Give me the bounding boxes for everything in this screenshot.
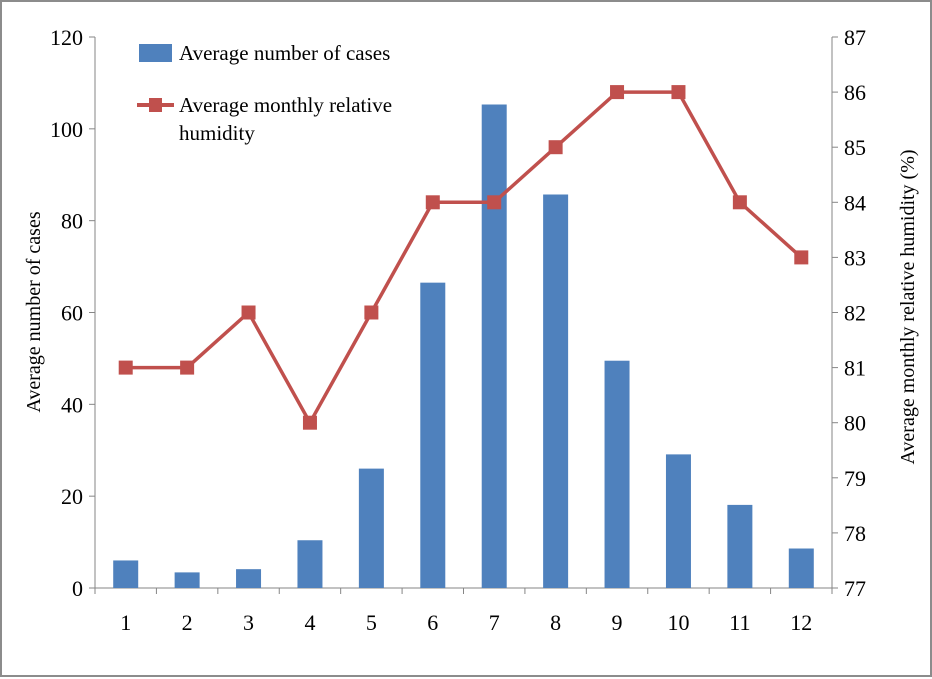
y-tick-label: 0 xyxy=(72,576,83,601)
humidity-marker-month-4 xyxy=(302,415,317,430)
y-axis-label: Average number of cases xyxy=(23,211,45,412)
x-tick-label: 5 xyxy=(366,610,377,635)
x-tick-label: 1 xyxy=(120,610,131,635)
y2-tick-label: 78 xyxy=(844,521,866,546)
y-tick-label: 40 xyxy=(61,392,83,417)
humidity-marker-month-6 xyxy=(425,195,440,210)
bar-month-11 xyxy=(727,504,753,588)
y2-tick-label: 81 xyxy=(844,356,866,381)
legend: Average number of cases Average monthly … xyxy=(137,41,392,145)
x-tick-label: 3 xyxy=(243,610,254,635)
legend-label-humidity: Average monthly relative xyxy=(179,93,392,117)
y-tick-label: 100 xyxy=(50,117,83,142)
humidity-marker-month-12 xyxy=(794,250,809,265)
bar-month-3 xyxy=(236,569,262,588)
humidity-marker-month-10 xyxy=(671,85,686,100)
y-tick-label: 60 xyxy=(61,301,83,326)
humidity-marker-month-1 xyxy=(118,360,133,375)
y2-tick-label: 86 xyxy=(844,80,866,105)
bar-month-12 xyxy=(788,548,814,588)
y-tick-label: 80 xyxy=(61,209,83,234)
y2-tick-label: 87 xyxy=(844,25,866,50)
x-tick-label: 2 xyxy=(182,610,193,635)
x-tick-label: 7 xyxy=(489,610,500,635)
bar-month-5 xyxy=(358,468,384,588)
humidity-marker-month-3 xyxy=(241,305,256,320)
bar-month-9 xyxy=(604,360,630,588)
humidity-marker-month-2 xyxy=(180,360,195,375)
x-tick-label: 9 xyxy=(612,610,623,635)
x-tick-label: 4 xyxy=(304,610,315,635)
humidity-marker-month-9 xyxy=(610,85,625,100)
y-tick-label: 20 xyxy=(61,484,83,509)
bar-month-10 xyxy=(665,454,691,588)
y2-tick-label: 77 xyxy=(844,576,866,601)
legend-label-humidity-line2: humidity xyxy=(179,121,255,145)
bar-month-1 xyxy=(113,560,139,588)
bar-month-7 xyxy=(481,104,507,588)
y-tick-label: 120 xyxy=(50,25,83,50)
y2-tick-label: 79 xyxy=(844,466,866,491)
humidity-marker-month-5 xyxy=(364,305,379,320)
y2-tick-label: 83 xyxy=(844,245,866,270)
legend-label-cases: Average number of cases xyxy=(179,41,390,65)
y2-tick-label: 84 xyxy=(844,190,866,215)
bar-month-2 xyxy=(174,572,200,588)
legend-marker-humidity xyxy=(149,98,162,112)
y2-tick-label: 82 xyxy=(844,301,866,326)
bar-month-4 xyxy=(297,540,323,588)
y2-tick-label: 80 xyxy=(844,411,866,436)
humidity-marker-month-7 xyxy=(487,195,502,210)
bar-month-8 xyxy=(543,194,569,588)
humidity-marker-month-8 xyxy=(548,140,563,155)
bar-month-6 xyxy=(420,282,446,588)
legend-swatch-cases xyxy=(139,44,172,62)
x-tick-label: 8 xyxy=(550,610,561,635)
humidity-line xyxy=(125,90,803,427)
x-tick-label: 6 xyxy=(427,610,438,635)
x-tick-label: 12 xyxy=(790,610,812,635)
x-tick-label: 10 xyxy=(667,610,689,635)
x-tick-label: 11 xyxy=(729,610,750,635)
y2-tick-label: 85 xyxy=(844,135,866,160)
y2-axis-label: Average monthly relative humidity (%) xyxy=(897,149,919,464)
humidity-marker-month-11 xyxy=(732,195,747,210)
